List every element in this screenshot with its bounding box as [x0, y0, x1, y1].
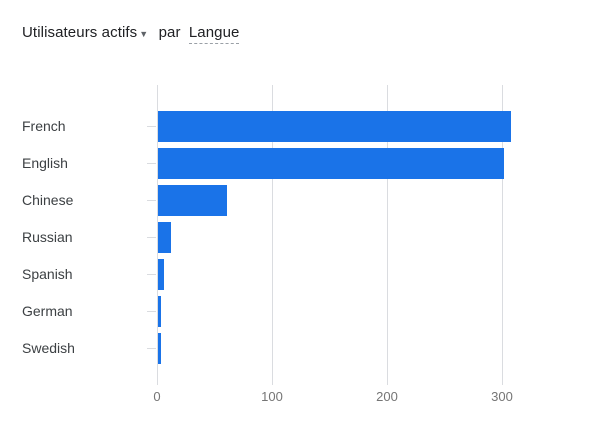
y-axis-tick — [147, 237, 156, 238]
metric-label: Utilisateurs actifs — [22, 24, 138, 41]
bar-swedish[interactable] — [158, 333, 162, 364]
category-label-russian: Russian — [22, 229, 73, 245]
x-axis-tick-label: 100 — [261, 389, 283, 404]
category-label-chinese: Chinese — [22, 192, 74, 208]
y-axis-tick — [147, 200, 156, 201]
gridline-100 — [272, 85, 273, 385]
gridline-200 — [387, 85, 388, 385]
x-axis-tick-label: 200 — [376, 389, 398, 404]
y-axis-tick — [147, 274, 156, 275]
bar-english[interactable] — [158, 148, 505, 179]
bar-chart: French English Chinese Russian Spanish German… — [22, 85, 582, 415]
x-axis-tick-label: 300 — [491, 389, 513, 404]
chart-title: Utilisateurs actifs ▼ par Langue — [22, 24, 240, 44]
category-label-german: German — [22, 303, 73, 319]
gridline-0 — [157, 85, 158, 385]
gridline-300 — [502, 85, 503, 385]
chevron-down-icon: ▼ — [139, 28, 149, 39]
y-axis-tick — [147, 348, 156, 349]
x-axis-tick-label: 0 — [153, 389, 161, 404]
y-axis-tick — [147, 311, 156, 312]
bar-spanish[interactable] — [158, 259, 164, 290]
title-connector: par — [158, 24, 181, 41]
category-label-french: French — [22, 118, 66, 134]
category-label-swedish: Swedish — [22, 340, 75, 356]
y-axis-tick — [147, 163, 156, 164]
bar-german[interactable] — [158, 296, 162, 327]
dimension-link[interactable]: Langue — [188, 24, 240, 44]
bar-french[interactable] — [158, 111, 512, 142]
category-label-spanish: Spanish — [22, 266, 73, 282]
category-label-english: English — [22, 155, 68, 171]
bar-russian[interactable] — [158, 222, 171, 253]
metric-selector-dropdown[interactable]: Utilisateurs actifs ▼ — [22, 24, 148, 41]
bar-chinese[interactable] — [158, 185, 227, 216]
y-axis-tick — [147, 126, 156, 127]
